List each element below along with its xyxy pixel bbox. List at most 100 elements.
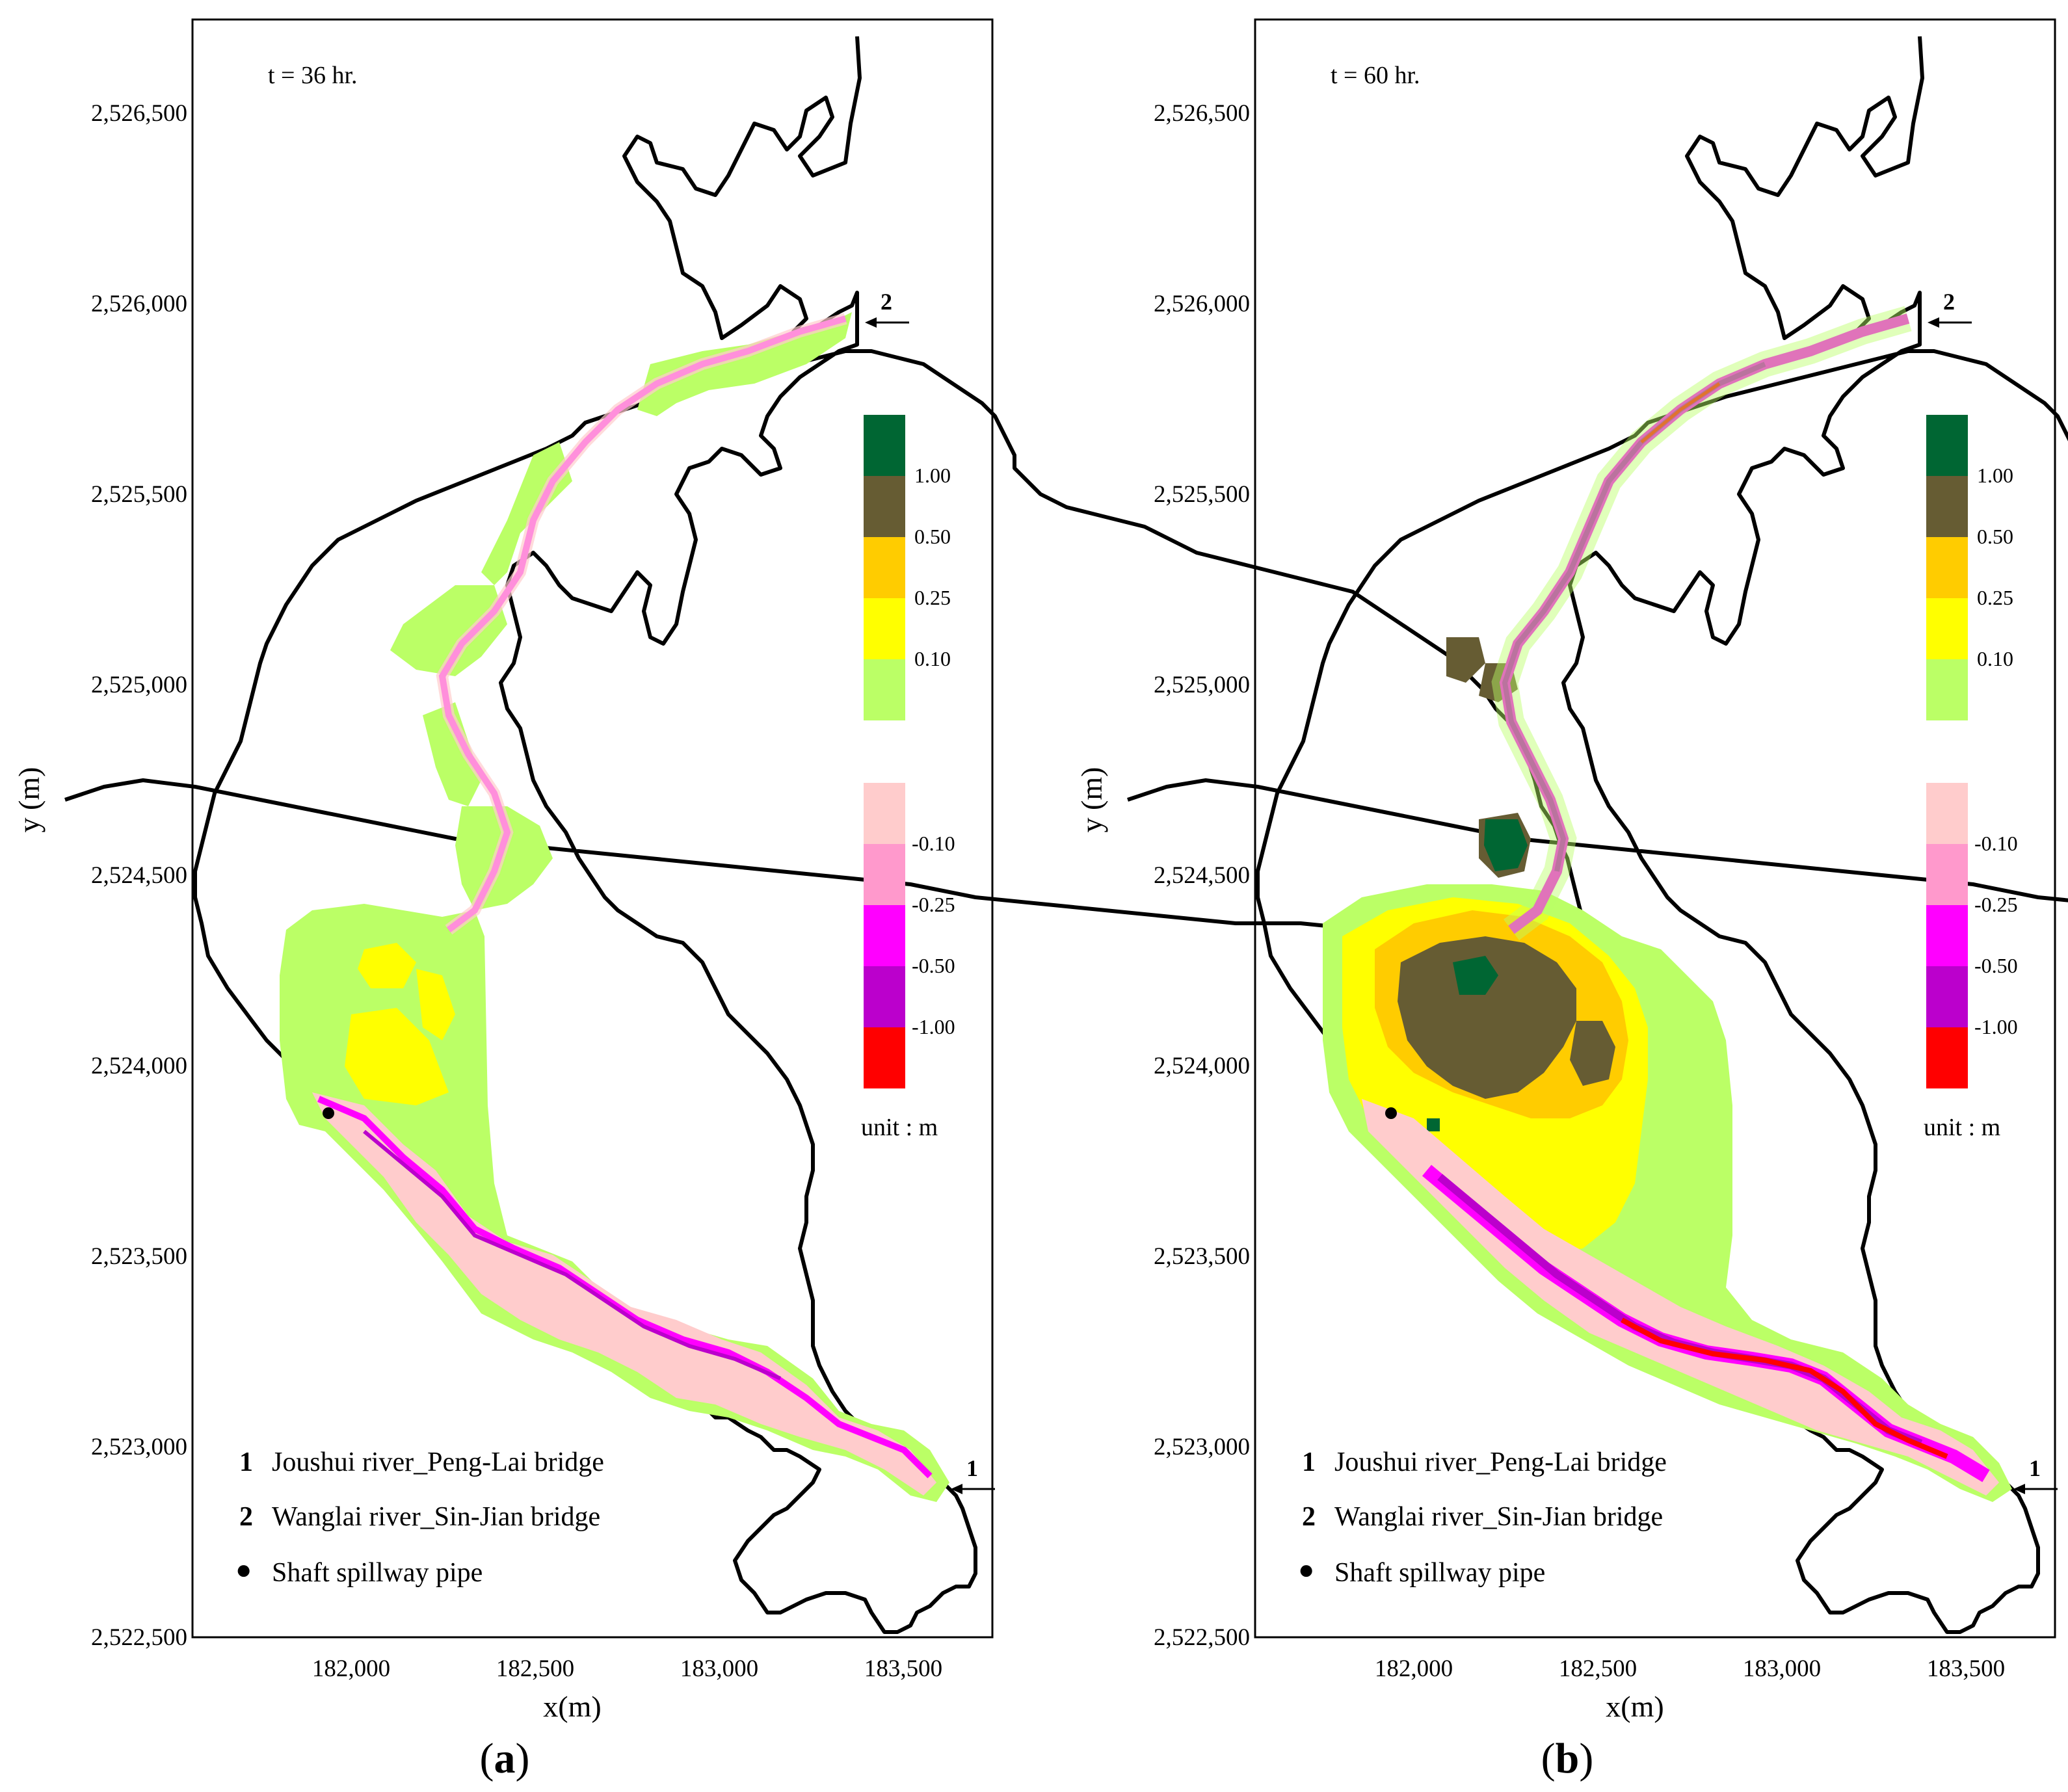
field-upper-pink-a [436, 313, 847, 935]
legend-text: Wanglai river_Sin-Jian bridge [1334, 1502, 1663, 1532]
cb-label: 0.10 [914, 647, 951, 670]
panel-label-close: ) [1579, 1735, 1593, 1782]
y-tick-label: 2,526,000 [91, 291, 187, 317]
y-tick-label: 2,523,000 [1154, 1434, 1250, 1460]
x-tick-label: 182,500 [496, 1655, 574, 1682]
cb-swatch [1926, 598, 1968, 659]
panel-label-letter: a [494, 1735, 516, 1782]
cb-swatch [864, 598, 905, 659]
y-tick-label: 2,524,500 [91, 862, 187, 889]
field-upper-red-b [1640, 382, 1721, 443]
y-axis-title-a: y (m) [12, 767, 46, 833]
legend-text: Shaft spillway pipe [272, 1558, 483, 1588]
inflow-marker-1-a: 1 [951, 1455, 995, 1494]
flood-field-b [1323, 306, 2012, 1502]
cb-swatch [864, 415, 905, 476]
cb-swatch [864, 476, 905, 537]
y-tick-label: 2,524,500 [1154, 862, 1250, 889]
y-tick-label: 2,523,000 [91, 1434, 187, 1460]
cb-label: 0.50 [1977, 525, 2013, 548]
field-lightgreen-a [280, 904, 949, 1502]
cb-swatch [1926, 966, 1968, 1027]
x-tick-label: 182,500 [1559, 1655, 1637, 1682]
x-tick-label: 183,500 [1927, 1655, 2005, 1682]
y-tick-label: 2,522,500 [1154, 1624, 1250, 1651]
shaft-spillway-marker-a [323, 1107, 334, 1119]
y-tick-label: 2,525,500 [1154, 481, 1250, 508]
field-yellow-a [345, 943, 455, 1105]
y-tick-label: 2,524,000 [91, 1053, 187, 1079]
inflow-num-2-a: 2 [881, 289, 892, 315]
cb-swatch [1926, 659, 1968, 720]
cb-swatch [864, 966, 905, 1027]
legend-num: ● [235, 1555, 252, 1585]
x-tick-label: 183,500 [864, 1655, 942, 1682]
x-axis-b: 182,000 182,500 183,000 183,500 x(m) [1375, 1655, 2005, 1723]
cb-label: 1.00 [914, 464, 951, 487]
x-axis-title-a: x(m) [543, 1690, 601, 1723]
cb-swatch [1926, 537, 1968, 598]
field-darkgreen-b [1427, 819, 1528, 1131]
cb-label: 1.00 [1977, 464, 2013, 487]
panel-label-letter: b [1556, 1735, 1580, 1782]
unit-label-b: unit : m [1924, 1114, 2000, 1141]
cb-swatch [1926, 476, 1968, 537]
y-tick-label: 2,522,500 [91, 1624, 187, 1651]
field-red-channel-b [1621, 1317, 1948, 1459]
cb-label: 0.25 [914, 586, 951, 609]
cb-label: 0.10 [1977, 647, 2013, 670]
legend-num: 2 [239, 1502, 253, 1532]
cb-swatch [1926, 1027, 1968, 1088]
cb-label: -0.25 [912, 893, 955, 916]
colorbar-b: 1.00 0.50 0.25 0.10 -0.10 -0.25 -0.50 -1… [1924, 415, 2018, 1141]
x-tick-label: 183,000 [1743, 1655, 1821, 1682]
legend-b: 1 Joushui river_Peng-Lai bridge 2 Wangla… [1298, 1447, 1667, 1588]
y-tick-label: 2,525,000 [91, 672, 187, 698]
legend-text: Shaft spillway pipe [1334, 1558, 1545, 1588]
y-tick-label: 2,526,500 [91, 100, 187, 127]
flood-field-a [280, 312, 949, 1502]
cb-label: -0.50 [1974, 954, 2018, 977]
field-purple-channel-a [363, 1129, 782, 1380]
y-tick-label: 2,525,000 [1154, 672, 1250, 698]
inflow-marker-2-a: 2 [865, 289, 909, 328]
cb-swatch [1926, 783, 1968, 844]
y-tick-label: 2,523,500 [1154, 1243, 1250, 1270]
y-axis-b: 2,526,500 2,526,000 2,525,500 2,525,000 … [1075, 100, 1250, 1651]
y-axis-a: 2,526,500 2,526,000 2,525,500 2,525,000 … [12, 100, 187, 1651]
field-upper-halo-b [1491, 306, 1912, 940]
cb-swatch [1926, 905, 1968, 966]
legend-num: 1 [1302, 1447, 1316, 1477]
inflow-marker-1-b: 1 [2013, 1455, 2058, 1494]
cb-swatch [864, 659, 905, 720]
cb-swatch [864, 905, 905, 966]
legend-num: 2 [1302, 1502, 1316, 1532]
legend-text: Joushui river_Peng-Lai bridge [1334, 1447, 1667, 1477]
legend-text: Joushui river_Peng-Lai bridge [272, 1447, 604, 1477]
cb-label: 0.25 [1977, 586, 2013, 609]
cb-label: -0.10 [912, 832, 955, 855]
panel-b: 1 2 t = 60 hr. 2,526,500 2,526,000 2,525… [1075, 18, 2068, 1782]
svg-text:(b): (b) [1541, 1735, 1594, 1782]
cb-swatch [864, 1027, 905, 1088]
inflow-num-2-b: 2 [1943, 289, 1955, 315]
unit-label-a: unit : m [861, 1114, 938, 1141]
x-tick-label: 182,000 [1375, 1655, 1453, 1682]
x-tick-label: 183,000 [680, 1655, 758, 1682]
panel-label-a: (a) [480, 1735, 530, 1782]
cb-swatch [1926, 415, 1968, 476]
reservoir-boundary-a [64, 36, 1602, 1634]
panel-label-close: ) [516, 1735, 530, 1782]
y-axis-title-b: y (m) [1075, 767, 1108, 833]
cb-label: 0.50 [914, 525, 951, 548]
legend-text: Wanglai river_Sin-Jian bridge [272, 1502, 600, 1532]
panel-a: 1 2 t = 36 hr. 2,526,500 2,526,000 2,525… [12, 18, 1602, 1782]
plot-frame-a [191, 18, 994, 1639]
inflow-marker-2-b: 2 [1928, 289, 1972, 328]
time-label-b: t = 60 hr. [1331, 62, 1420, 89]
svg-text:(a): (a) [480, 1735, 530, 1782]
panel-label-open: ( [1541, 1735, 1556, 1782]
cb-label: -1.00 [912, 1015, 955, 1038]
x-tick-label: 182,000 [312, 1655, 390, 1682]
time-label-a: t = 36 hr. [268, 62, 358, 89]
